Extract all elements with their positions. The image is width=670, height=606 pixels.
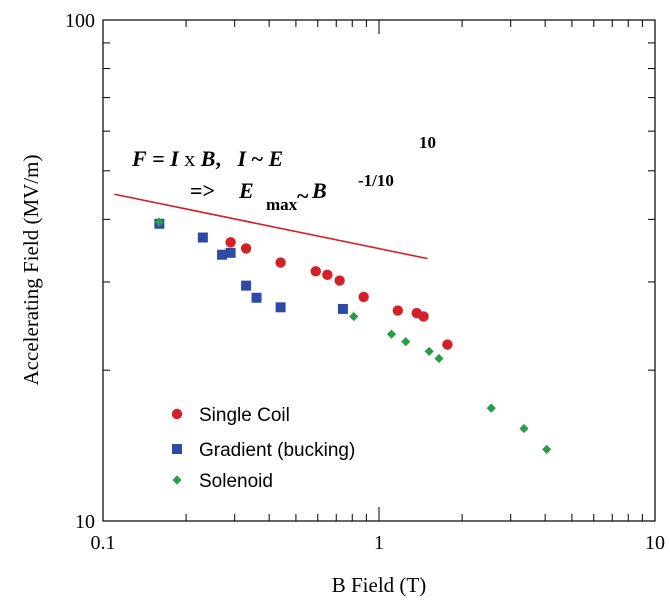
y-tick-label: 100: [65, 10, 95, 32]
x-tick-labels: 0.1 1 10: [91, 532, 666, 554]
formula-eq: =: [147, 146, 171, 171]
formula-E: E: [268, 146, 284, 171]
legend-marker-circle: [171, 408, 183, 420]
data-point-diamond: [386, 329, 397, 339]
data-point-diamond: [434, 353, 444, 364]
formula-x: x: [179, 146, 201, 171]
x-tick-label: 0.1: [91, 532, 116, 554]
formula-B: B: [200, 146, 216, 171]
legend-label-single-coil: Single Coil: [199, 405, 290, 426]
formula-exponent-10: 10: [419, 133, 436, 152]
data-point-square: [275, 302, 286, 313]
x-tick-label: 10: [645, 532, 665, 554]
formula-annotation: F = I x B, I ~ E 10 => E max ~ B -1/10: [131, 133, 436, 214]
axis-ticks: [102, 20, 655, 522]
legend-marker-diamond: [172, 475, 182, 485]
data-point-square: [217, 249, 228, 260]
formula-exponent-neg: -1/10: [358, 171, 394, 190]
legend-marker-square: [172, 444, 182, 454]
data-point-square: [251, 292, 262, 303]
legend: Single Coil Gradient (bucking) Solenoid: [171, 405, 355, 492]
data-point-diamond: [349, 311, 359, 322]
data-point-circle: [334, 275, 345, 286]
data-point-circle: [392, 305, 404, 316]
data-markers: [154, 217, 552, 454]
data-point-square: [225, 247, 236, 258]
legend-label-solenoid: Solenoid: [199, 471, 273, 492]
data-point-circle: [322, 269, 333, 281]
data-point-diamond: [486, 403, 496, 413]
formula-tilde2: ~: [297, 183, 309, 208]
data-point-circle: [442, 339, 453, 350]
formula-tilde: ~: [246, 146, 268, 171]
data-point-diamond: [424, 346, 434, 357]
data-point-circle: [275, 257, 286, 268]
data-point-circle: [225, 237, 236, 248]
x-tick-label: 1: [374, 532, 384, 554]
data-point-diamond: [401, 337, 411, 347]
data-point-square: [197, 232, 208, 243]
formula-I: I: [169, 146, 180, 171]
formula-comma: ,: [215, 146, 237, 171]
data-point-square: [241, 280, 252, 291]
data-point-circle: [310, 266, 321, 277]
formula-subscript-max: max: [266, 195, 298, 214]
y-tick-labels: 10 100: [65, 10, 95, 533]
y-tick-label: 10: [75, 511, 95, 533]
x-axis-title: B Field (T): [332, 573, 427, 597]
formula-E-max: E: [238, 178, 254, 203]
formula-F: F: [131, 146, 147, 171]
svg-text:F = I x B, I ~ E: F = I x B, I ~ E: [131, 146, 283, 171]
data-point-circle: [418, 311, 429, 322]
formula-I2: I: [236, 146, 247, 171]
y-axis-title: Accelerating Field (MV/m): [19, 155, 43, 386]
formula-B2: B: [311, 178, 327, 203]
data-point-diamond: [542, 444, 552, 454]
legend-label-gradient: Gradient (bucking): [199, 440, 355, 461]
data-point-circle: [358, 291, 369, 303]
data-point-square: [337, 303, 348, 314]
plot-frame: [102, 19, 656, 522]
formula-arrow: =>: [190, 178, 221, 203]
data-point-circle: [240, 243, 252, 254]
fit-line: [114, 193, 428, 260]
data-point-diamond: [154, 217, 164, 227]
data-point-diamond: [519, 423, 529, 434]
